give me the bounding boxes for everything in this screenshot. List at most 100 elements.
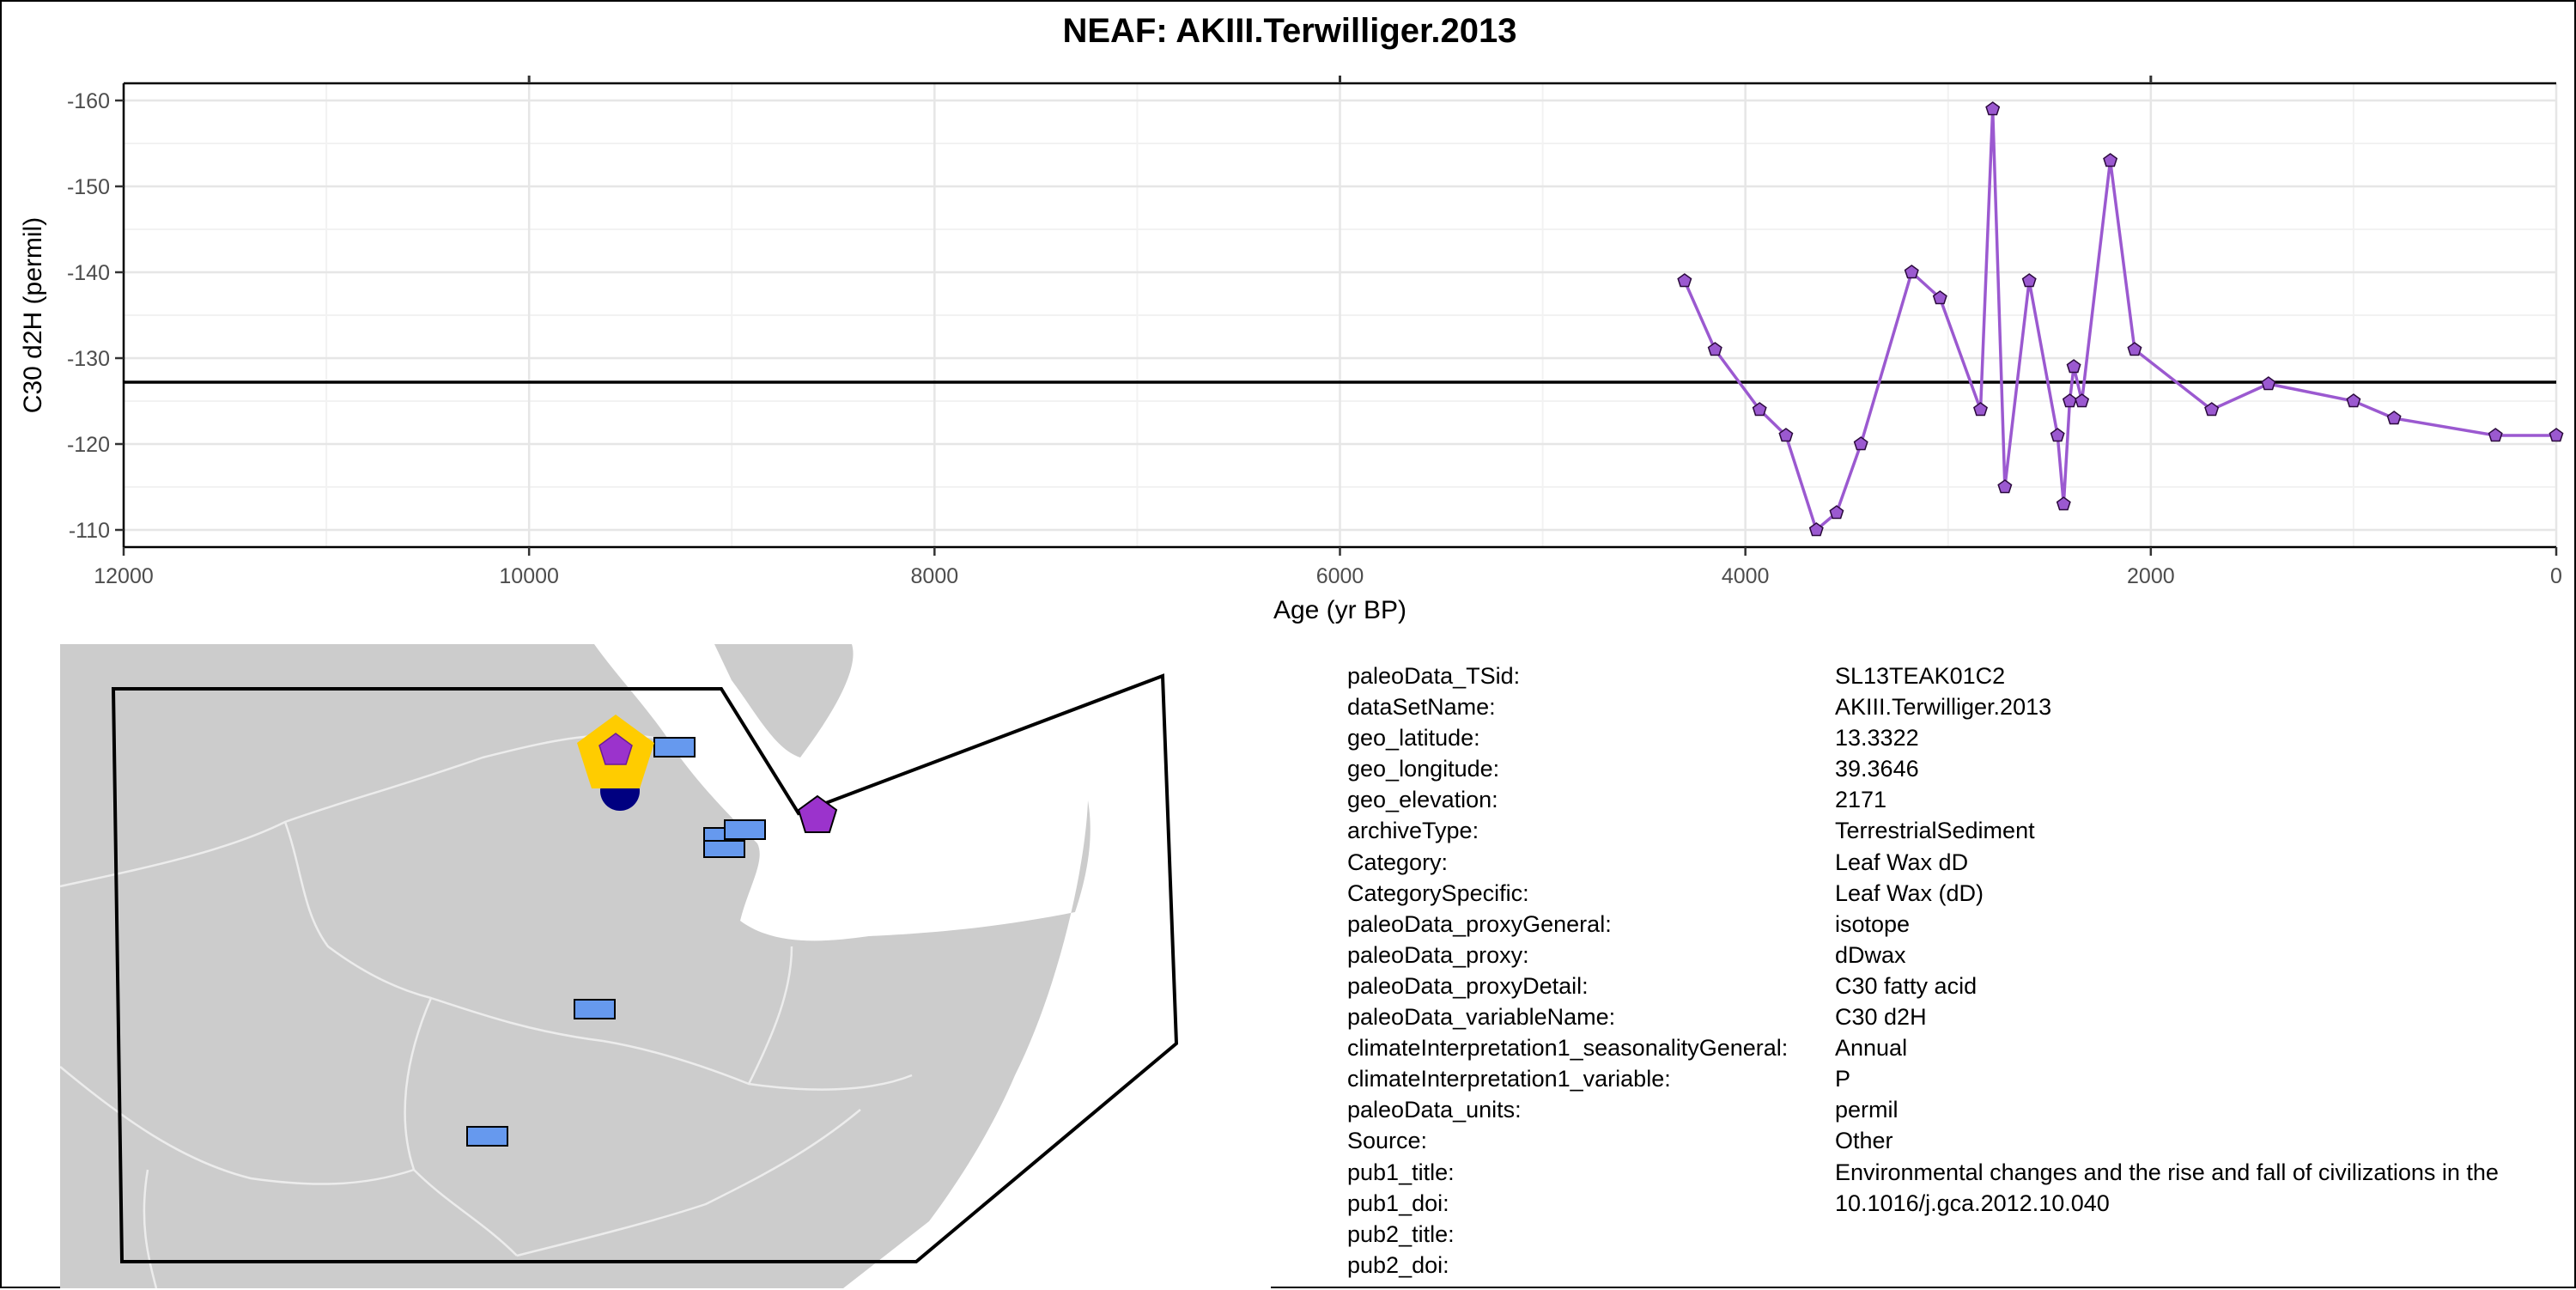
y-tick-label: -110 bbox=[69, 519, 110, 543]
metadata-key: geo_longitude: bbox=[1347, 756, 1500, 782]
chart-ticks: 12000 10000 8000 6000 4000 2000 0 -160 -150 -140 -… bbox=[67, 76, 2562, 588]
data-point-marker bbox=[1904, 265, 1919, 279]
metadata-row: pub2_title: bbox=[1347, 1219, 2575, 1250]
metadata-key: pub1_title: bbox=[1347, 1159, 1455, 1185]
metadata-value: P bbox=[1835, 1066, 1851, 1092]
metadata-row: geo_elevation: 2171 bbox=[1347, 784, 2575, 815]
metadata-key: pub1_doi: bbox=[1347, 1190, 1449, 1216]
metadata-key: paleoData_proxy: bbox=[1347, 941, 1529, 968]
land-mass-east bbox=[714, 644, 854, 758]
x-tick-label: 6000 bbox=[1316, 564, 1364, 588]
data-point-marker bbox=[2066, 359, 2081, 374]
y-tick-label: -150 bbox=[67, 175, 110, 199]
metadata-row: paleoData_units: permil bbox=[1347, 1094, 2575, 1125]
metadata-value: C30 fatty acid bbox=[1835, 972, 1978, 999]
metadata-row: pub2_doi: bbox=[1347, 1250, 2575, 1281]
data-point-marker bbox=[1829, 505, 1844, 520]
data-point-marker bbox=[1932, 290, 1947, 305]
other-site-marker bbox=[703, 840, 745, 858]
y-axis-label: C30 d2H (permil) bbox=[19, 217, 47, 413]
data-point-marker bbox=[1778, 428, 1794, 442]
metadata-row: paleoData_proxyDetail: C30 fatty acid bbox=[1347, 971, 2575, 1001]
metadata-value: TerrestrialSediment bbox=[1835, 818, 2035, 844]
site-pentagon-marker-secondary bbox=[797, 794, 838, 833]
y-tick-label: -130 bbox=[67, 347, 110, 371]
chart-title: NEAF: AKIII.Terwilliger.2013 bbox=[1062, 12, 1517, 50]
metadata-row: dataSetName: AKIII.Terwilliger.2013 bbox=[1347, 691, 2575, 722]
other-site-marker bbox=[724, 819, 766, 840]
metadata-key: climateInterpretation1_variable: bbox=[1347, 1066, 1671, 1092]
metadata-row: CategorySpecific: Leaf Wax (dD) bbox=[1347, 878, 2575, 909]
metadata-key: climateInterpretation1_seasonalityGenera… bbox=[1347, 1035, 1789, 1062]
metadata-row: pub1_doi: 10.1016/j.gca.2012.10.040 bbox=[1347, 1188, 2575, 1219]
data-point-marker bbox=[1985, 101, 2001, 116]
y-tick-label: -160 bbox=[67, 89, 110, 113]
metadata-value: permil bbox=[1835, 1097, 1899, 1123]
y-tick-label: -140 bbox=[67, 261, 110, 285]
metadata-row: Source: Other bbox=[1347, 1125, 2575, 1156]
metadata-key: paleoData_proxyDetail: bbox=[1347, 972, 1589, 999]
metadata-value: 10.1016/j.gca.2012.10.040 bbox=[1835, 1190, 2110, 1216]
country-borders bbox=[60, 733, 913, 1288]
data-point-marker bbox=[1752, 402, 1767, 417]
metadata-key: Source: bbox=[1347, 1128, 1428, 1154]
data-point-marker bbox=[2127, 342, 2142, 356]
other-site-marker bbox=[466, 1126, 508, 1147]
data-point-marker bbox=[2261, 376, 2276, 391]
other-site-marker bbox=[653, 737, 696, 758]
other-site-marker bbox=[574, 999, 616, 1019]
metadata-value: Annual bbox=[1835, 1035, 1908, 1062]
data-point-marker bbox=[2075, 393, 2090, 408]
data-point-marker bbox=[1973, 402, 1988, 417]
data-point-marker bbox=[2488, 428, 2503, 442]
metadata-key: pub2_title: bbox=[1347, 1220, 1455, 1247]
metadata-row: Category: Leaf Wax dD bbox=[1347, 847, 2575, 878]
region-boundary bbox=[111, 673, 1179, 1263]
metadata-value: 13.3322 bbox=[1835, 725, 1919, 751]
metadata-key: paleoData_variableName: bbox=[1347, 1004, 1616, 1031]
metadata-key: archiveType: bbox=[1347, 818, 1479, 844]
x-axis-label: Age (yr BP) bbox=[1273, 596, 1406, 624]
metadata-value: C30 d2H bbox=[1835, 1004, 1927, 1031]
metadata-row: paleoData_proxy: dDwax bbox=[1347, 940, 2575, 971]
metadata-key: paleoData_TSid: bbox=[1347, 663, 1521, 689]
data-point-marker bbox=[1997, 479, 2013, 494]
metadata-value: SL13TEAK01C2 bbox=[1835, 663, 2006, 689]
metadata-row: geo_latitude: 13.3322 bbox=[1347, 722, 2575, 753]
metadata-key: geo_elevation: bbox=[1347, 787, 1498, 813]
metadata-row: geo_longitude: 39.3646 bbox=[1347, 753, 2575, 784]
metadata-key: geo_latitude: bbox=[1347, 725, 1480, 751]
data-point-marker bbox=[1808, 522, 1824, 537]
x-tick-label: 0 bbox=[2550, 564, 2562, 588]
metadata-key: dataSetName: bbox=[1347, 694, 1496, 721]
metadata-value: dDwax bbox=[1835, 941, 1906, 968]
x-tick-label: 10000 bbox=[499, 564, 559, 588]
metadata-value: 39.3646 bbox=[1835, 756, 1919, 782]
metadata-key: CategorySpecific: bbox=[1347, 879, 1529, 906]
data-point-marker bbox=[2386, 411, 2402, 425]
metadata-row: paleoData_TSid: SL13TEAK01C2 bbox=[1347, 660, 2575, 691]
data-point-marker bbox=[2062, 393, 2077, 408]
metadata-value: Other bbox=[1835, 1128, 1893, 1154]
x-tick-label: 12000 bbox=[94, 564, 154, 588]
data-point-marker bbox=[1707, 342, 1722, 356]
timeseries-chart: 12000 10000 8000 6000 4000 2000 0 -160 -150 -140 -… bbox=[19, 76, 2564, 624]
metadata-key: paleoData_proxyGeneral: bbox=[1347, 910, 1612, 937]
data-point-marker bbox=[1677, 273, 1692, 288]
site-map bbox=[60, 644, 1271, 1288]
data-point-marker bbox=[2346, 393, 2361, 408]
metadata-row: climateInterpretation1_variable: P bbox=[1347, 1063, 2575, 1094]
chart-grid bbox=[122, 83, 2558, 547]
x-tick-label: 2000 bbox=[2127, 564, 2175, 588]
metadata-row: pub1_title: Environmental changes and the… bbox=[1347, 1157, 2575, 1188]
data-point-marker bbox=[2103, 153, 2118, 167]
metadata-row: paleoData_proxyGeneral: isotope bbox=[1347, 909, 2575, 940]
metadata-key: Category: bbox=[1347, 849, 1449, 875]
metadata-value: AKIII.Terwilliger.2013 bbox=[1835, 694, 2052, 721]
metadata-value: Leaf Wax (dD) bbox=[1835, 879, 1984, 906]
data-point-marker bbox=[2056, 496, 2071, 511]
data-point-marker bbox=[1853, 436, 1868, 451]
data-point-marker bbox=[2021, 273, 2037, 288]
metadata-row: climateInterpretation1_seasonalityGenera… bbox=[1347, 1032, 2575, 1063]
